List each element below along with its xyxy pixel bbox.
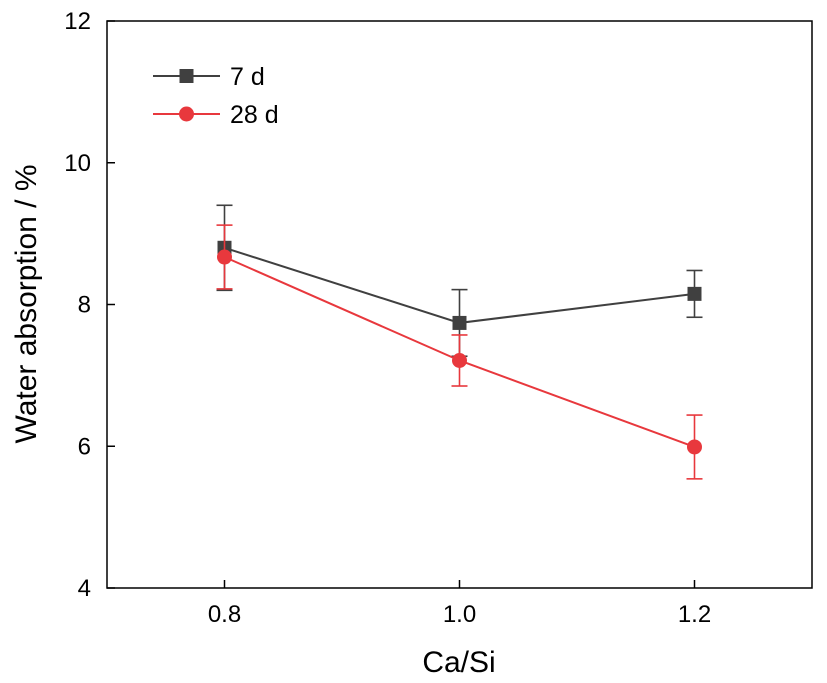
- y-tick-label: 4: [78, 575, 91, 602]
- y-tick-label: 8: [78, 292, 91, 319]
- legend-marker: [179, 106, 194, 122]
- x-tick-label: 1.0: [443, 601, 476, 628]
- series-layer: [216, 204, 703, 480]
- legend-marker: [179, 69, 194, 83]
- legend-label: 28 d: [230, 101, 279, 129]
- data-point: [217, 249, 232, 265]
- data-point: [687, 286, 702, 301]
- y-axis-title: Water absorption / %: [10, 164, 43, 443]
- y-axis-ticks: 4 6 8 10 12: [64, 8, 115, 602]
- legend-label: 7 d: [230, 63, 265, 91]
- y-tick-label: 6: [78, 433, 91, 460]
- y-tick-label: 10: [64, 150, 91, 177]
- series-1: [216, 224, 703, 480]
- data-point: [452, 352, 467, 368]
- x-axis-title: Ca/Si: [422, 646, 495, 679]
- data-point: [687, 439, 702, 455]
- series-0: [216, 204, 703, 358]
- y-tick-label: 12: [64, 8, 91, 35]
- x-tick-label: 1.2: [678, 601, 711, 628]
- x-axis-ticks: 0.8 1.0 1.2: [208, 580, 711, 628]
- legend: 7 d 28 d: [153, 63, 279, 129]
- data-point: [452, 315, 467, 330]
- x-tick-label: 0.8: [208, 601, 241, 628]
